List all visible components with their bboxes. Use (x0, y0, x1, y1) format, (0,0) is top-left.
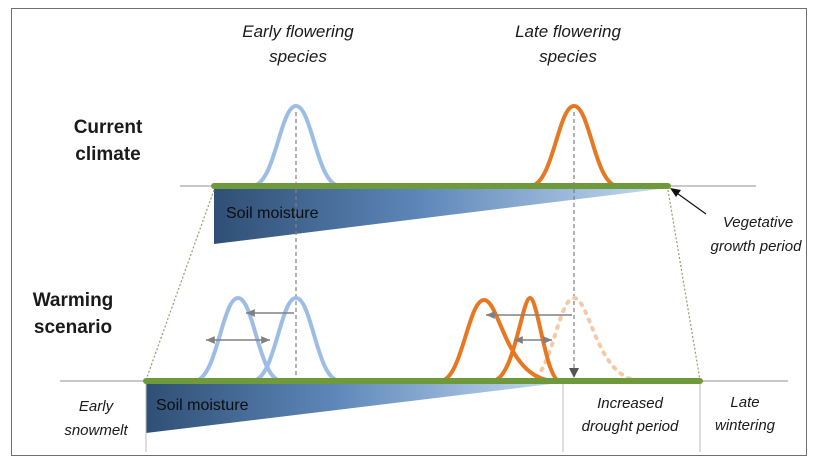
late-curve-current (529, 103, 619, 188)
early-snowmelt-label-line1: Early (79, 398, 115, 415)
vegetative-callout-arrow (673, 190, 707, 215)
late-curve-shifted (439, 297, 557, 383)
early-curve-original (251, 295, 341, 383)
late-species-label-line2: species (539, 47, 597, 66)
soil-moisture-label-bottom: Soil moisture (156, 397, 249, 414)
late-peak-arrowhead (569, 368, 579, 378)
warming-scenario-label-line2: scenario (34, 317, 112, 338)
current-climate-label-line2: climate (75, 144, 140, 165)
soil-moisture-wedge-bottom (146, 383, 560, 433)
current-climate-label-line1: Current (74, 117, 143, 138)
warming-scenario-label-line1: Warming (33, 290, 114, 311)
callout-arrow-icon (670, 188, 681, 197)
increased-drought-label-line2: drought period (582, 418, 679, 435)
soil-moisture-wedge-top (214, 188, 668, 244)
right-projection-dotted (667, 189, 701, 381)
late-wintering-label-line1: Late (730, 394, 759, 411)
early-curve-shifted (193, 295, 283, 383)
late-species-label-line1: Late flowering (515, 22, 621, 41)
early-species-label-line2: species (269, 47, 327, 66)
early-species-label-line1: Early flowering (242, 22, 354, 41)
late-wintering-label-line2: wintering (715, 417, 776, 434)
late-curve-original-dotted (526, 295, 644, 383)
increased-drought-label-line1: Increased (597, 395, 664, 412)
early-curve-current (251, 103, 341, 188)
left-projection-dotted (145, 189, 215, 381)
soil-moisture-label-top: Soil moisture (226, 205, 319, 222)
vegetative-growth-label-line2: growth period (711, 238, 803, 255)
vegetative-growth-label-line1: Vegetative (723, 214, 793, 231)
early-snowmelt-label-line2: snowmelt (64, 422, 128, 439)
late-curve-narrow (491, 295, 561, 383)
